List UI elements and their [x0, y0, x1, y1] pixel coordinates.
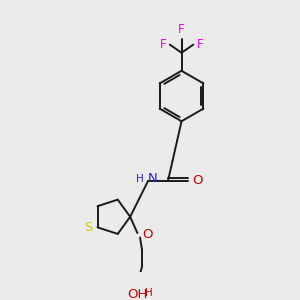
Text: F: F: [178, 22, 185, 36]
Text: O: O: [142, 228, 152, 241]
Text: N: N: [147, 172, 157, 185]
Text: OH: OH: [127, 288, 148, 300]
Text: F: F: [197, 38, 203, 51]
Text: O: O: [192, 174, 203, 187]
Text: H: H: [136, 174, 144, 184]
Text: F: F: [160, 38, 166, 51]
Text: H: H: [145, 288, 152, 298]
Text: S: S: [84, 221, 92, 234]
